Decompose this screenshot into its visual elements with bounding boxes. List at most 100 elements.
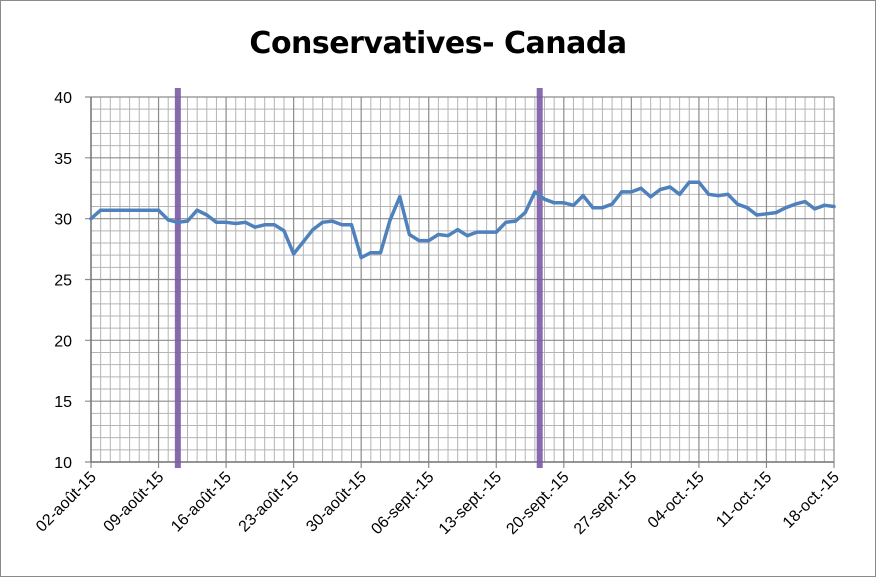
data-point bbox=[678, 192, 682, 196]
data-point bbox=[330, 219, 334, 223]
data-point bbox=[185, 219, 190, 223]
x-tick-label: 02-août-15 bbox=[33, 469, 100, 536]
data-point bbox=[581, 193, 585, 198]
data-point bbox=[552, 201, 556, 205]
data-point bbox=[436, 232, 440, 237]
data-point bbox=[735, 202, 740, 206]
data-point bbox=[629, 190, 633, 194]
data-point bbox=[620, 190, 624, 194]
chart-title: Conservatives- Canada bbox=[249, 26, 627, 61]
data-point bbox=[272, 223, 276, 227]
y-tick-label: 40 bbox=[54, 90, 72, 107]
data-point bbox=[793, 202, 798, 206]
data-point bbox=[591, 206, 595, 210]
data-point bbox=[253, 225, 257, 229]
x-tick-label: 30-août-15 bbox=[303, 469, 370, 536]
data-point bbox=[205, 213, 209, 217]
data-point bbox=[311, 228, 315, 232]
x-tick-label: 04-oct.-15 bbox=[645, 469, 708, 532]
x-tick-label: 16-août-15 bbox=[168, 469, 235, 536]
data-point bbox=[446, 234, 450, 238]
data-point bbox=[600, 206, 605, 210]
y-axis-ticks: 10 15 20 25 30 35 40 bbox=[54, 90, 72, 472]
data-point bbox=[301, 240, 305, 244]
data-point bbox=[224, 220, 228, 224]
axes bbox=[90, 97, 834, 463]
y-tick-label: 20 bbox=[54, 333, 72, 350]
data-point bbox=[755, 213, 759, 217]
data-point bbox=[340, 223, 344, 227]
data-point bbox=[243, 220, 247, 224]
data-point bbox=[369, 251, 373, 255]
data-point bbox=[388, 218, 392, 222]
x-axis-ticks: 02-août-15 09-août-15 16-août-15 23-août-15… bbox=[33, 469, 843, 538]
x-tick-label: 13-sept.-15 bbox=[436, 469, 505, 538]
x-tick-label: 23-août-15 bbox=[236, 469, 303, 536]
data-series bbox=[89, 180, 836, 260]
data-point bbox=[156, 208, 161, 212]
data-point bbox=[378, 251, 383, 255]
y-tick-label: 30 bbox=[54, 212, 72, 229]
data-point bbox=[745, 206, 749, 210]
data-point bbox=[108, 208, 112, 212]
vertical-markers bbox=[174, 88, 543, 468]
data-point bbox=[147, 208, 151, 212]
series-line bbox=[89, 180, 836, 260]
x-tick-label: 06-sept.-15 bbox=[368, 469, 437, 538]
data-point bbox=[137, 208, 141, 212]
x-tick-label: 09-août-15 bbox=[101, 469, 168, 536]
data-point bbox=[813, 207, 817, 211]
data-point bbox=[726, 192, 730, 196]
data-point bbox=[706, 192, 711, 196]
data-point bbox=[832, 204, 836, 209]
data-point bbox=[610, 202, 614, 206]
data-point bbox=[504, 220, 508, 224]
data-point bbox=[214, 220, 219, 224]
data-point bbox=[359, 256, 363, 260]
data-point bbox=[320, 220, 325, 224]
data-point bbox=[523, 210, 527, 215]
data-point bbox=[127, 208, 132, 212]
data-point bbox=[176, 220, 180, 224]
data-point bbox=[697, 180, 701, 184]
data-point bbox=[195, 208, 199, 212]
data-point bbox=[542, 197, 547, 201]
y-tick-label: 15 bbox=[54, 394, 72, 411]
data-point bbox=[687, 180, 691, 184]
data-point bbox=[784, 206, 788, 210]
data-point bbox=[513, 219, 518, 223]
data-point bbox=[475, 230, 479, 234]
data-point bbox=[774, 210, 778, 215]
data-point bbox=[533, 190, 537, 194]
data-point bbox=[639, 186, 643, 190]
data-point bbox=[166, 218, 170, 222]
y-tick-label: 10 bbox=[54, 455, 72, 472]
data-point bbox=[822, 203, 826, 207]
data-point bbox=[668, 185, 672, 189]
data-point bbox=[292, 252, 296, 256]
data-point bbox=[282, 229, 286, 233]
data-point bbox=[465, 234, 469, 238]
data-point bbox=[263, 223, 267, 227]
data-point bbox=[562, 201, 566, 205]
data-point bbox=[427, 238, 431, 243]
y-tick-label: 35 bbox=[54, 151, 72, 168]
x-tick-label: 20-sept.-15 bbox=[503, 469, 572, 538]
data-point bbox=[89, 217, 93, 221]
data-point bbox=[494, 230, 498, 234]
data-point bbox=[716, 193, 720, 198]
data-point bbox=[118, 208, 122, 212]
data-point bbox=[349, 223, 354, 227]
data-point bbox=[649, 195, 653, 199]
y-tick-label: 25 bbox=[54, 273, 72, 290]
data-point bbox=[485, 230, 489, 234]
data-point bbox=[398, 195, 402, 199]
data-point bbox=[417, 238, 421, 243]
data-point bbox=[99, 208, 103, 212]
data-point bbox=[456, 228, 460, 232]
x-tick-label: 11-oct.-15 bbox=[713, 469, 775, 531]
data-point bbox=[234, 221, 238, 226]
data-point bbox=[571, 203, 576, 207]
data-point bbox=[407, 232, 412, 237]
x-tick-label: 27-sept.-15 bbox=[571, 469, 640, 538]
